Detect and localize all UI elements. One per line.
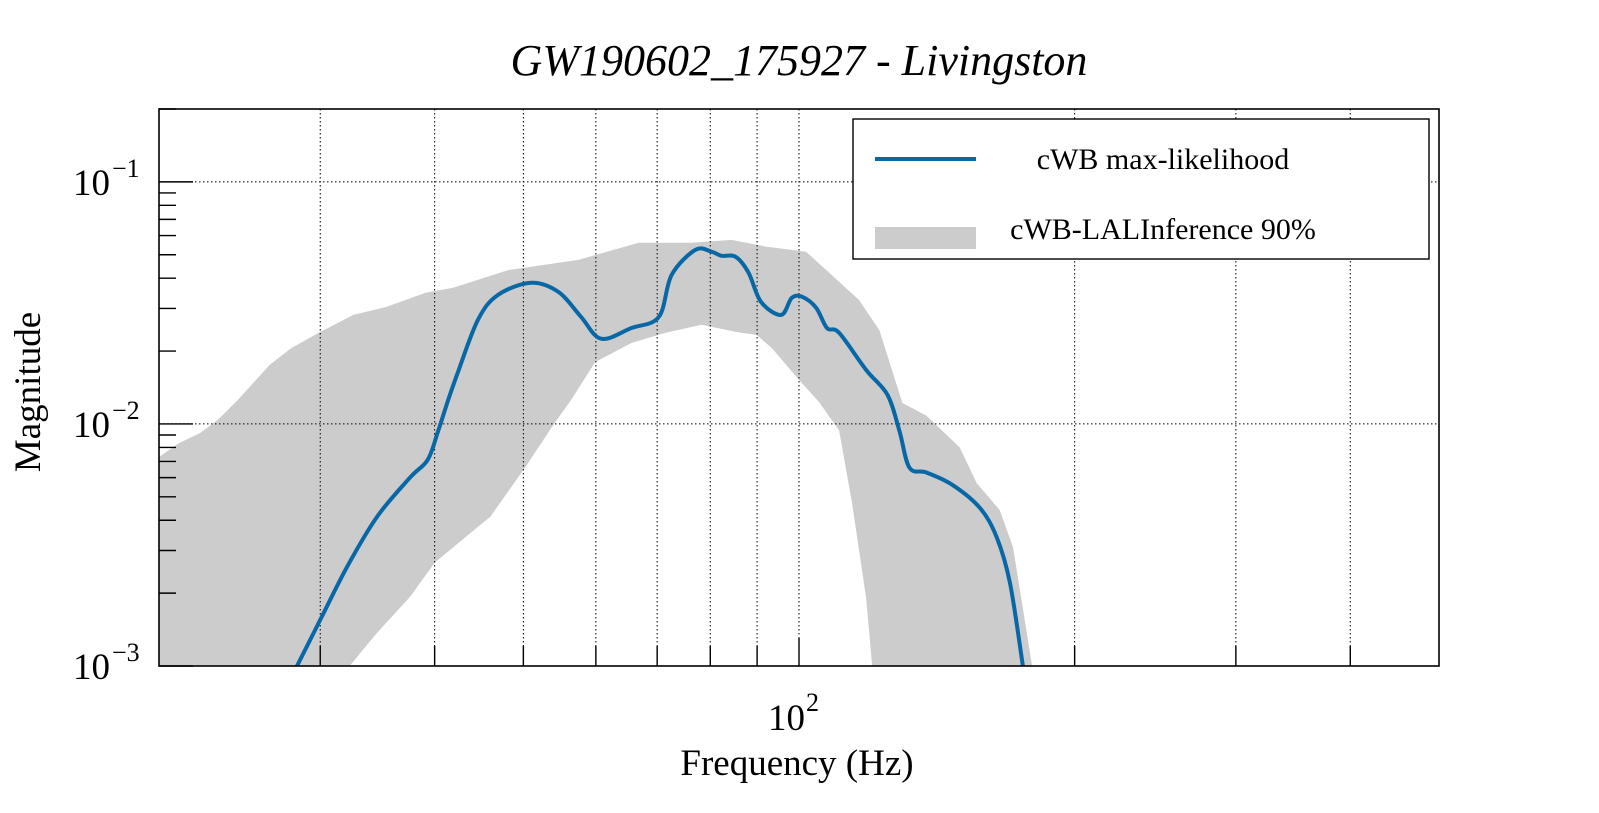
plot-area <box>158 108 1440 667</box>
x-tick-labels: 10 2 <box>768 688 819 739</box>
y-tick-base: 10 <box>73 163 110 204</box>
line-layer <box>295 246 1025 666</box>
plot-frame <box>158 108 1440 667</box>
x-tick-exponent: 2 <box>806 688 819 717</box>
y-tick-base: 10 <box>73 647 110 688</box>
y-tick-label: 10 −1 <box>73 154 140 204</box>
y-axis-label: Magnitude <box>8 312 49 472</box>
y-tick-labels: 10−110−210−3 <box>73 154 140 688</box>
x-axis-label: Frequency (Hz) <box>680 743 913 784</box>
grid-layer <box>159 109 1439 666</box>
chart-title: GW190602_175927 - Livingston <box>511 36 1088 85</box>
confidence-band-90 <box>159 239 1033 666</box>
legend-label-max-likelihood: cWB max-likelihood <box>1037 143 1289 176</box>
legend-band-swatch <box>875 227 976 249</box>
x-tick-label: 10 2 <box>768 688 819 739</box>
band-layer <box>159 239 1033 666</box>
max-likelihood-line <box>295 246 1025 666</box>
y-tick-exponent: −1 <box>112 154 140 183</box>
y-tick-exponent: −3 <box>112 638 140 667</box>
x-tick-base: 10 <box>768 698 805 739</box>
y-tick-base: 10 <box>73 405 110 446</box>
legend: cWB max-likelihood cWB-LALInference 90% <box>852 118 1430 260</box>
legend-label-90-percent: cWB-LALInference 90% <box>1010 213 1316 246</box>
y-tick-exponent: −2 <box>112 396 140 425</box>
y-tick-label: 10 −3 <box>73 638 140 688</box>
y-tick-label: 10 −2 <box>73 396 140 446</box>
